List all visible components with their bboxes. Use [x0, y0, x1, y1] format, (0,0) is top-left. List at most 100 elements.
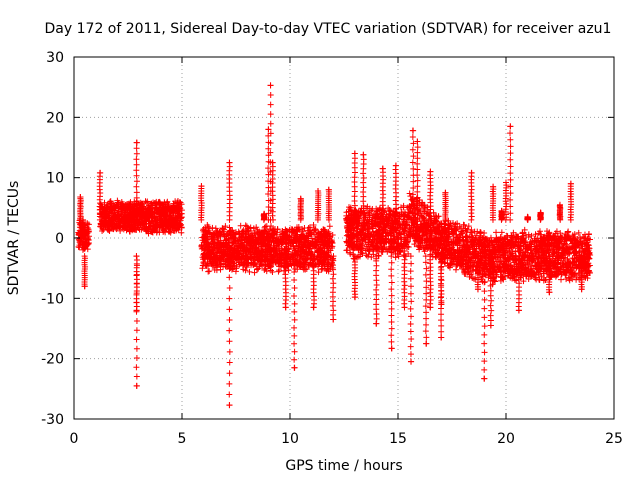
- data-point: [298, 243, 305, 250]
- data-point: [176, 211, 183, 218]
- data-point: [200, 260, 207, 267]
- data-point: [163, 213, 170, 220]
- data-point: [200, 234, 207, 241]
- data-point: [274, 240, 281, 247]
- data-point: [244, 253, 251, 260]
- data-point: [287, 240, 294, 247]
- data-point: [237, 222, 244, 229]
- data-point: [147, 204, 154, 211]
- data-point: [172, 208, 179, 215]
- data-point: [267, 257, 274, 264]
- data-point: [416, 246, 423, 253]
- data-point: [246, 268, 253, 275]
- data-point: [241, 248, 248, 255]
- data-point: [156, 229, 163, 236]
- data-point: [239, 242, 246, 249]
- data-point: [558, 276, 565, 283]
- data-point: [230, 235, 237, 242]
- data-point: [206, 250, 213, 257]
- data-point: [276, 263, 283, 270]
- data-point: [130, 225, 137, 232]
- data-point: [314, 229, 321, 236]
- data-point: [233, 255, 240, 262]
- data-point: [204, 233, 211, 240]
- data-point: [285, 251, 292, 258]
- data-point: [104, 221, 111, 228]
- data-point: [124, 206, 131, 213]
- data-point: [118, 206, 125, 213]
- data-point: [270, 253, 277, 260]
- data-point: [326, 230, 333, 237]
- data-point: [119, 200, 126, 207]
- data-point: [245, 227, 252, 234]
- data-point: [311, 231, 318, 238]
- data-point: [144, 198, 151, 205]
- data-point: [199, 265, 206, 272]
- data-point: [138, 226, 145, 233]
- data-point: [171, 227, 178, 234]
- data-point: [117, 223, 124, 230]
- data-point: [209, 231, 216, 238]
- data-point: [152, 222, 159, 229]
- data-point: [386, 246, 393, 253]
- data-point: [129, 212, 136, 219]
- data-point: [250, 259, 257, 266]
- data-point: [129, 201, 136, 208]
- data-point: [205, 227, 212, 234]
- data-point: [319, 265, 326, 272]
- data-point: [138, 211, 145, 218]
- data-point: [271, 242, 278, 249]
- data-point: [79, 224, 86, 231]
- data-point: [242, 257, 249, 264]
- data-point: [212, 262, 219, 269]
- data-point: [84, 234, 91, 241]
- data-point: [82, 239, 89, 246]
- data-point: [97, 223, 104, 230]
- data-point: [85, 229, 92, 236]
- data-point: [271, 230, 278, 237]
- data-point: [164, 198, 171, 205]
- data-point: [290, 243, 297, 250]
- data-point: [108, 206, 115, 213]
- data-point: [173, 204, 180, 211]
- data-point: [208, 261, 215, 268]
- data-point: [178, 224, 185, 231]
- data-point: [229, 240, 236, 247]
- data-point: [120, 220, 127, 227]
- data-point: [322, 254, 329, 261]
- data-point: [309, 238, 316, 245]
- data-point: [244, 260, 251, 267]
- data-point: [343, 247, 350, 254]
- data-point: [218, 261, 225, 268]
- data-point: [384, 248, 391, 255]
- data-point: [290, 228, 297, 235]
- data-point: [513, 277, 520, 284]
- data-point: [575, 229, 582, 236]
- data-point: [493, 251, 500, 258]
- data-point: [299, 225, 306, 232]
- data-point: [311, 240, 318, 247]
- data-point: [305, 224, 312, 231]
- data-point: [274, 229, 281, 236]
- data-point: [400, 202, 407, 209]
- data-point: [217, 231, 224, 238]
- data-point: [142, 225, 149, 232]
- data-point: [224, 256, 231, 263]
- data-point: [245, 259, 252, 266]
- data-point: [158, 219, 165, 226]
- data-point: [234, 238, 241, 245]
- data-point: [143, 228, 150, 235]
- data-point: [198, 245, 205, 252]
- data-point: [220, 249, 227, 256]
- data-point: [131, 226, 138, 233]
- data-point: [106, 198, 113, 205]
- data-point: [453, 234, 460, 241]
- data-point: [293, 249, 300, 256]
- data-point: [223, 236, 230, 243]
- data-point: [324, 263, 331, 270]
- data-point: [205, 268, 212, 275]
- data-point: [207, 249, 214, 256]
- data-point: [249, 238, 256, 245]
- data-point: [497, 253, 504, 260]
